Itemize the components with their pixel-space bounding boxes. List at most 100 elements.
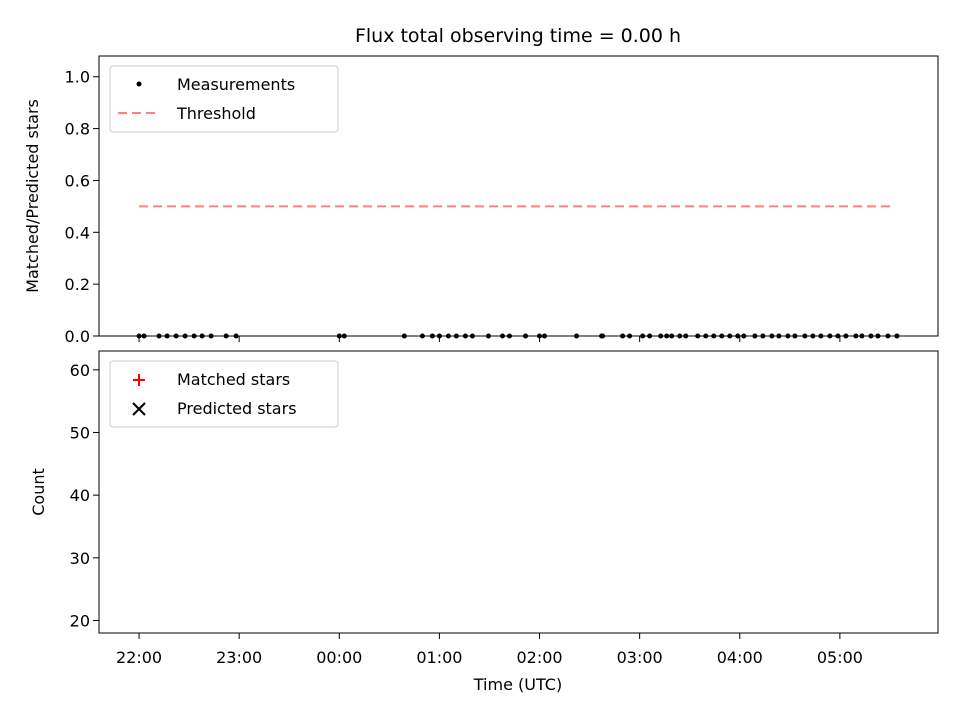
measurement-points xyxy=(136,333,900,339)
measurement-point xyxy=(499,333,505,339)
measurement-point xyxy=(875,333,881,339)
measurement-point xyxy=(835,333,841,339)
measurement-point xyxy=(523,333,529,339)
bottom-legend: Matched stars Predicted stars xyxy=(109,360,339,428)
measurement-point xyxy=(760,333,766,339)
measurement-point xyxy=(810,333,816,339)
measurement-point xyxy=(658,333,664,339)
measurement-point xyxy=(136,333,142,339)
measurement-point xyxy=(683,333,689,339)
chart-title: Flux total observing time = 0.00 h xyxy=(355,25,681,47)
y-tick-label: 0.2 xyxy=(65,275,90,294)
measurement-point xyxy=(233,333,239,339)
y-tick-label: 0.6 xyxy=(65,171,90,190)
bottom-x-ticks: 22:00 23:00 00:00 01:00 02:00 03:00 04:00 05:00 xyxy=(116,633,863,667)
x-tick-label: 04:00 xyxy=(717,648,763,667)
top-plot-frame xyxy=(98,55,939,337)
measurement-point xyxy=(727,333,733,339)
measurement-point xyxy=(542,333,548,339)
measurement-point xyxy=(868,333,874,339)
measurement-point xyxy=(695,333,701,339)
y-tick-label: 0.8 xyxy=(65,120,90,139)
measurement-point xyxy=(818,333,824,339)
measurement-point xyxy=(792,333,798,339)
measurement-point xyxy=(859,333,865,339)
legend-predicted-label: Predicted stars xyxy=(177,399,297,418)
legend-matched-label: Matched stars xyxy=(177,370,290,389)
measurement-point xyxy=(741,333,747,339)
measurement-point xyxy=(485,333,491,339)
measurement-point xyxy=(156,333,162,339)
measurement-point xyxy=(164,333,170,339)
bottom-legend-box xyxy=(109,360,339,428)
measurement-point xyxy=(640,333,646,339)
measurement-point xyxy=(627,333,633,339)
top-y-axis-label: Matched/Predicted stars xyxy=(23,99,42,293)
top-panel: 0.0 0.2 0.4 0.6 0.8 1.0 Matched/Predicted sta… xyxy=(23,55,939,346)
measurement-point xyxy=(429,333,435,339)
x-tick-label: 01:00 xyxy=(416,648,462,667)
legend-matched-marker xyxy=(133,374,145,386)
bottom-y-ticks: 20 30 40 50 60 xyxy=(70,361,99,630)
measurement-point xyxy=(141,333,147,339)
measurement-point xyxy=(469,333,475,339)
legend-measurements-label: Measurements xyxy=(177,75,295,94)
measurement-point xyxy=(419,333,425,339)
measurement-point xyxy=(401,333,407,339)
x-tick-label: 05:00 xyxy=(817,648,863,667)
x-tick-label: 22:00 xyxy=(116,648,162,667)
measurement-point xyxy=(735,333,741,339)
measurement-point xyxy=(711,333,717,339)
measurement-point xyxy=(719,333,725,339)
x-tick-label: 02:00 xyxy=(516,648,562,667)
measurement-point xyxy=(199,333,205,339)
x-tick-label: 03:00 xyxy=(617,648,663,667)
measurement-point xyxy=(341,333,347,339)
y-tick-label: 0.0 xyxy=(65,327,90,346)
measurement-point xyxy=(769,333,775,339)
y-tick-label: 60 xyxy=(70,361,90,380)
measurement-point xyxy=(776,333,782,339)
measurement-point xyxy=(669,333,675,339)
measurement-point xyxy=(191,333,197,339)
measurement-point xyxy=(182,333,188,339)
legend-threshold-label: Threshold xyxy=(176,104,256,123)
measurement-point xyxy=(574,333,580,339)
measurement-point xyxy=(703,333,709,339)
measurement-point xyxy=(620,333,626,339)
measurement-point xyxy=(336,333,342,339)
measurement-point xyxy=(843,333,849,339)
legend-measurements-marker xyxy=(136,81,142,87)
y-tick-label: 0.4 xyxy=(65,223,90,242)
measurement-point xyxy=(445,333,451,339)
measurement-point xyxy=(785,333,791,339)
x-axis-label: Time (UTC) xyxy=(473,675,562,694)
x-tick-label: 00:00 xyxy=(316,648,362,667)
measurement-point xyxy=(506,333,512,339)
measurement-point xyxy=(752,333,758,339)
measurement-point xyxy=(677,333,683,339)
measurement-point xyxy=(600,333,606,339)
measurement-point xyxy=(664,333,670,339)
measurement-point xyxy=(208,333,214,339)
measurement-point xyxy=(453,333,459,339)
y-tick-label: 30 xyxy=(70,549,90,568)
top-legend-box xyxy=(109,65,339,133)
measurement-point xyxy=(827,333,833,339)
x-tick-label: 23:00 xyxy=(216,648,262,667)
measurement-point xyxy=(537,333,543,339)
bottom-panel: 20 30 40 50 60 22:00 23:00 00:00 01:00 02:00 03:0… xyxy=(29,350,939,694)
measurement-point xyxy=(647,333,653,339)
y-tick-label: 20 xyxy=(70,611,90,630)
measurement-point xyxy=(173,333,179,339)
top-legend: Measurements Threshold xyxy=(109,65,339,133)
measurement-point xyxy=(462,333,468,339)
measurement-point xyxy=(885,333,891,339)
measurement-point xyxy=(802,333,808,339)
y-tick-label: 1.0 xyxy=(65,68,90,87)
measurement-point xyxy=(223,333,229,339)
bottom-plot-frame xyxy=(98,350,939,634)
legend-predicted-marker xyxy=(132,402,146,416)
measurement-point xyxy=(436,333,442,339)
